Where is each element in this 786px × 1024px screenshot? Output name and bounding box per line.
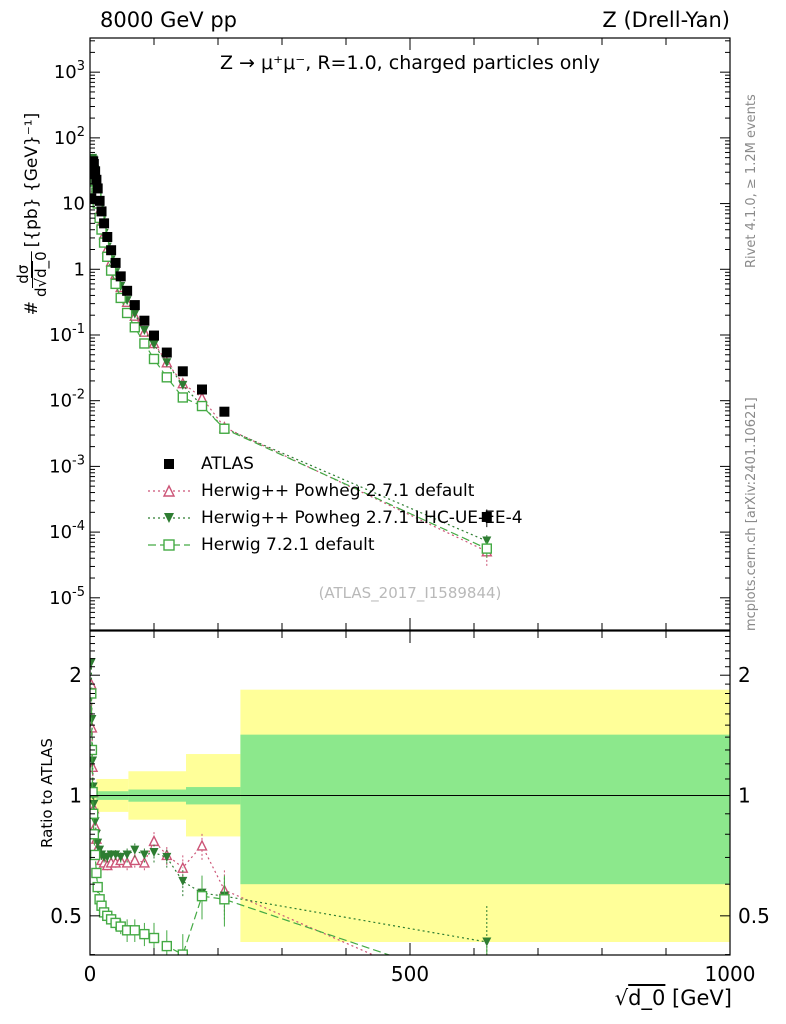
svg-text:0.5: 0.5: [738, 904, 770, 928]
ratio-panel-frame: [89, 630, 731, 956]
legend-item: Herwig 7.2.1 default: [146, 531, 523, 558]
svg-text:10: 10: [62, 194, 85, 215]
rivet-version-note: Rivet 4.1.0, ≥ 1.2M events: [744, 94, 759, 268]
legend-item: Herwig++ Powheg 2.7.1 LHC-UE-EE-4: [146, 504, 523, 531]
svg-text:10-3: 10-3: [49, 453, 85, 477]
legend-label: Herwig++ Powheg 2.7.1 default: [201, 480, 475, 501]
ratio-series: [90, 657, 492, 955]
analysis-watermark: (ATLAS_2017_I1589844): [318, 584, 502, 602]
ylabel-fraction: dσ d√d_0: [14, 251, 50, 297]
svg-text:1: 1: [738, 784, 751, 808]
svg-text:10-1: 10-1: [49, 322, 85, 346]
legend-label: Herwig++ Powheg 2.7.1 LHC-UE-EE-4: [201, 507, 523, 528]
ylabel-denominator: d√d_0: [31, 251, 50, 297]
legend-marker-icon: [148, 538, 190, 551]
legend-item: ATLAS: [146, 450, 523, 477]
svg-text:103: 103: [54, 59, 85, 83]
main-panel-frame: [89, 37, 731, 631]
svg-text:102: 102: [54, 125, 85, 149]
ratio-uncertainty-bands: [90, 689, 730, 943]
svg-text:10-2: 10-2: [49, 388, 85, 412]
legend-label: Herwig 7.2.1 default: [201, 534, 375, 555]
legend-marker-icon: [148, 512, 190, 523]
svg-text:10-4: 10-4: [49, 519, 85, 543]
svg-text:0.5: 0.5: [50, 904, 82, 928]
tick-labels: 10-5 10-4 10-3 10-2 10-1 1 10 102 103 2 2 1 1 0.5 0.5 0…: [49, 59, 770, 986]
x-axis-label: √d_0 [GeV]: [614, 986, 732, 1010]
header-beam-energy: 8000 GeV pp: [100, 8, 238, 32]
svg-text:2: 2: [69, 663, 82, 687]
legend-marker-icon: [148, 483, 190, 497]
plot-title: Z → μ⁺μ⁻, R=1.0, charged particles only: [220, 52, 600, 74]
header-process: Z (Drell-Yan): [602, 8, 730, 32]
svg-text:1: 1: [69, 784, 82, 808]
mcplots-reference-note: mcplots.cern.ch [arXiv:2401.10621]: [744, 397, 759, 631]
svg-text:2: 2: [738, 663, 751, 687]
svg-text:10-5: 10-5: [49, 585, 85, 609]
legend: ATLAS Herwig++ Powheg 2.7.1 default Herwig…: [146, 450, 523, 558]
legend-item: Herwig++ Powheg 2.7.1 default: [146, 477, 523, 504]
ylabel-prefix: #: [22, 301, 42, 316]
svg-text:500: 500: [391, 962, 429, 986]
svg-text:1000: 1000: [705, 962, 756, 986]
ylabel-numerator: dσ: [14, 260, 33, 288]
legend-label: ATLAS: [201, 453, 254, 474]
svg-text:0: 0: [84, 962, 97, 986]
ratio-y-axis-label: Ratio to ATLAS: [38, 738, 56, 848]
main-y-axis-label: # dσ d√d_0 [{pb} {GeV}⁻¹]: [10, 54, 54, 374]
legend-marker-icon: [164, 458, 174, 469]
svg-text:1: 1: [74, 259, 85, 280]
ylabel-units: [{pb} {GeV}⁻¹]: [22, 112, 42, 248]
